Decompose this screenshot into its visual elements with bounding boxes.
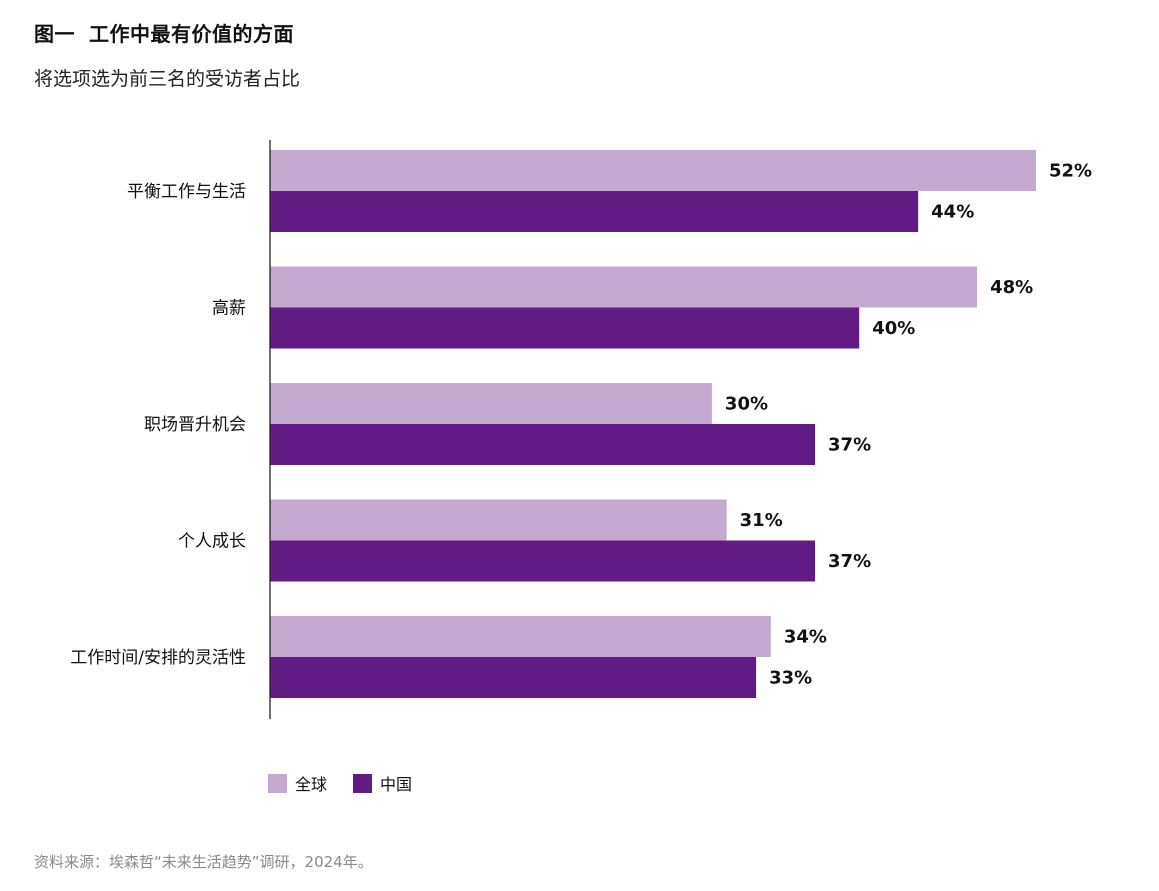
data-label-global: 30% xyxy=(725,394,768,415)
data-label-china: 44% xyxy=(931,202,974,223)
bar-global xyxy=(270,383,712,424)
bar-china xyxy=(270,307,860,349)
bar-china xyxy=(270,191,919,232)
bar-global xyxy=(270,150,1036,191)
data-label-global: 52% xyxy=(1049,161,1092,182)
bar-china xyxy=(270,657,757,698)
category-label: 工作时间/安排的灵活性 xyxy=(70,648,246,668)
data-label-global: 31% xyxy=(740,510,783,531)
figure-title-text: 工作中最有价值的方面 xyxy=(89,22,294,46)
data-label-china: 37% xyxy=(828,435,871,456)
category-label: 个人成长 xyxy=(178,532,246,552)
data-label-global: 48% xyxy=(990,277,1033,298)
chart-subtitle: 将选项选为前三名的受访者占比 xyxy=(34,68,301,90)
bar-china xyxy=(270,540,816,582)
bar-global xyxy=(270,266,978,308)
legend-item-china: 中国 xyxy=(353,771,412,795)
bar-global xyxy=(270,499,727,541)
figure-number: 图一 xyxy=(34,22,75,46)
bar-global xyxy=(270,616,771,657)
legend-swatch-china xyxy=(353,773,373,793)
data-label-china: 40% xyxy=(872,318,915,339)
data-label-china: 37% xyxy=(828,551,871,572)
category-label: 职场晋升机会 xyxy=(144,415,246,435)
source-note: 资料来源：埃森哲“未来生活趋势”调研，2024年。 xyxy=(34,853,373,871)
category-label: 平衡工作与生活 xyxy=(127,182,246,202)
data-label-global: 34% xyxy=(784,627,827,648)
legend-label-china: 中国 xyxy=(380,775,413,794)
legend-swatch-global xyxy=(268,773,287,793)
legend-item-global: 全球 xyxy=(268,771,327,795)
legend: 全球 中国 xyxy=(268,771,438,795)
data-label-china: 33% xyxy=(769,668,812,689)
category-label: 高薪 xyxy=(212,299,246,319)
chart-title: 图一 工作中最有价值的方面 xyxy=(34,18,294,47)
legend-label-global: 全球 xyxy=(295,775,328,794)
bar-china xyxy=(270,424,816,465)
